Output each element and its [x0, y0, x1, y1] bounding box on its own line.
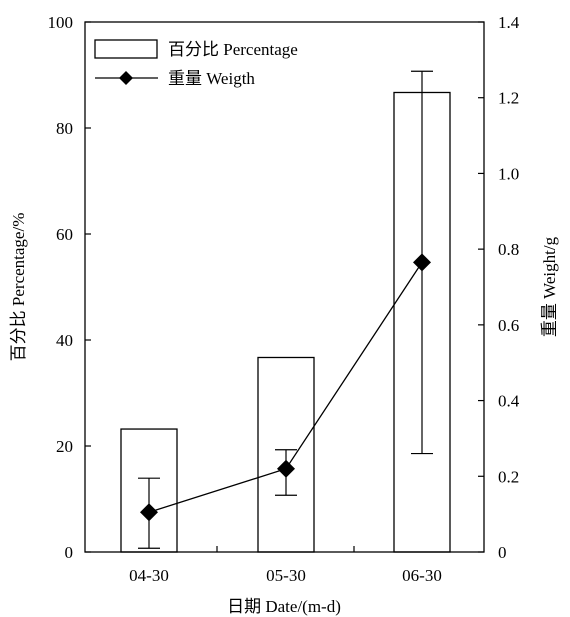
plot-frame [84, 21, 485, 553]
legend-bar-swatch [94, 39, 158, 59]
legend-line-label: 重量 Weigth [168, 69, 255, 88]
x-tick-label-06-30: 06-30 [402, 566, 442, 585]
diamond-marker-06-30 [413, 253, 431, 272]
y-left-tick-label-40: 40 [56, 331, 73, 350]
y-axis-right-title: 重量 Weight/g [540, 236, 559, 337]
y-right-tick-label-1.0: 1.0 [498, 164, 519, 183]
y-right-tick-label-0.8: 0.8 [498, 240, 519, 259]
y-right-tick-label-0.4: 0.4 [498, 392, 520, 411]
y-right-tick-label-1.4: 1.4 [498, 13, 520, 32]
y-left-tick-label-20: 20 [56, 437, 73, 456]
x-axis-title: 日期 Date/(m-d) [227, 597, 341, 616]
weight-markers [140, 253, 431, 522]
y-right-tick-label-1.2: 1.2 [498, 89, 519, 108]
legend-diamond-icon [119, 71, 133, 85]
axes: 0 20 40 60 80 100 0 0.2 0.4 0.6 0.8 1.0 1.2 1.4 04-30 0… [48, 13, 520, 585]
x-tick-label-05-30: 05-30 [266, 566, 306, 585]
y-left-tick-label-80: 80 [56, 119, 73, 138]
diamond-marker-05-30 [277, 459, 295, 478]
legend-bar-label: 百分比 Percentage [168, 40, 298, 59]
x-tick-label-04-30: 04-30 [129, 566, 169, 585]
y-right-tick-label-0.6: 0.6 [498, 316, 519, 335]
y-axis-left-title: 百分比 Percentage/% [9, 213, 28, 362]
y-left-tick-label-0: 0 [65, 543, 74, 562]
y-right-tick-label-0: 0 [498, 543, 507, 562]
y-left-tick-label-100: 100 [48, 13, 74, 32]
diamond-marker-04-30 [140, 503, 158, 522]
y-left-tick-label-60: 60 [56, 225, 73, 244]
legend: 百分比 Percentage 重量 Weigth [94, 39, 298, 88]
y-right-tick-label-0.2: 0.2 [498, 467, 519, 486]
